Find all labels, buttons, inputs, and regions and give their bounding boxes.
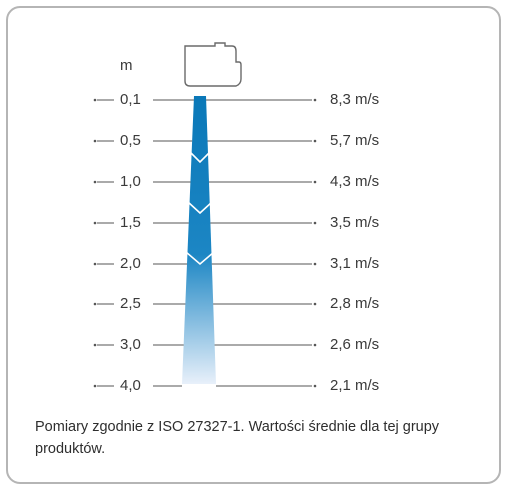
tick-dot [94,140,97,143]
distance-label: 1,0 [120,173,141,191]
tick-dot [314,385,317,388]
caption: Pomiary zgodnie z ISO 27327-1. Wartości … [35,416,475,460]
distance-label: 3,0 [120,336,141,354]
tick-dot [314,303,317,306]
tick-dot [314,140,317,143]
speed-label: 8,3 m/s [330,91,379,109]
tick-dot [314,222,317,225]
distance-label: 0,1 [120,91,141,109]
distance-label: 2,5 [120,295,141,313]
tick-dot [314,263,317,266]
tick-dot [94,385,97,388]
distance-label: 0,5 [120,132,141,150]
tick-dot [94,303,97,306]
tick-dot [94,222,97,225]
speed-label: 2,1 m/s [330,377,379,395]
tick-dot [314,181,317,184]
speed-label: 2,6 m/s [330,336,379,354]
tick-dot [94,344,97,347]
tick-dot [314,99,317,102]
distance-label: 1,5 [120,214,141,232]
tick-dot [94,99,97,102]
speed-label: 4,3 m/s [330,173,379,191]
speed-label: 3,1 m/s [330,255,379,273]
speed-label: 3,5 m/s [330,214,379,232]
unit-label: m [120,57,133,74]
device-icon [185,43,241,86]
distance-label: 4,0 [120,377,141,395]
air-jet [182,96,216,384]
tick-dot [314,344,317,347]
tick-dot [94,181,97,184]
speed-label: 5,7 m/s [330,132,379,150]
distance-label: 2,0 [120,255,141,273]
tick-dot [94,263,97,266]
speed-label: 2,8 m/s [330,295,379,313]
